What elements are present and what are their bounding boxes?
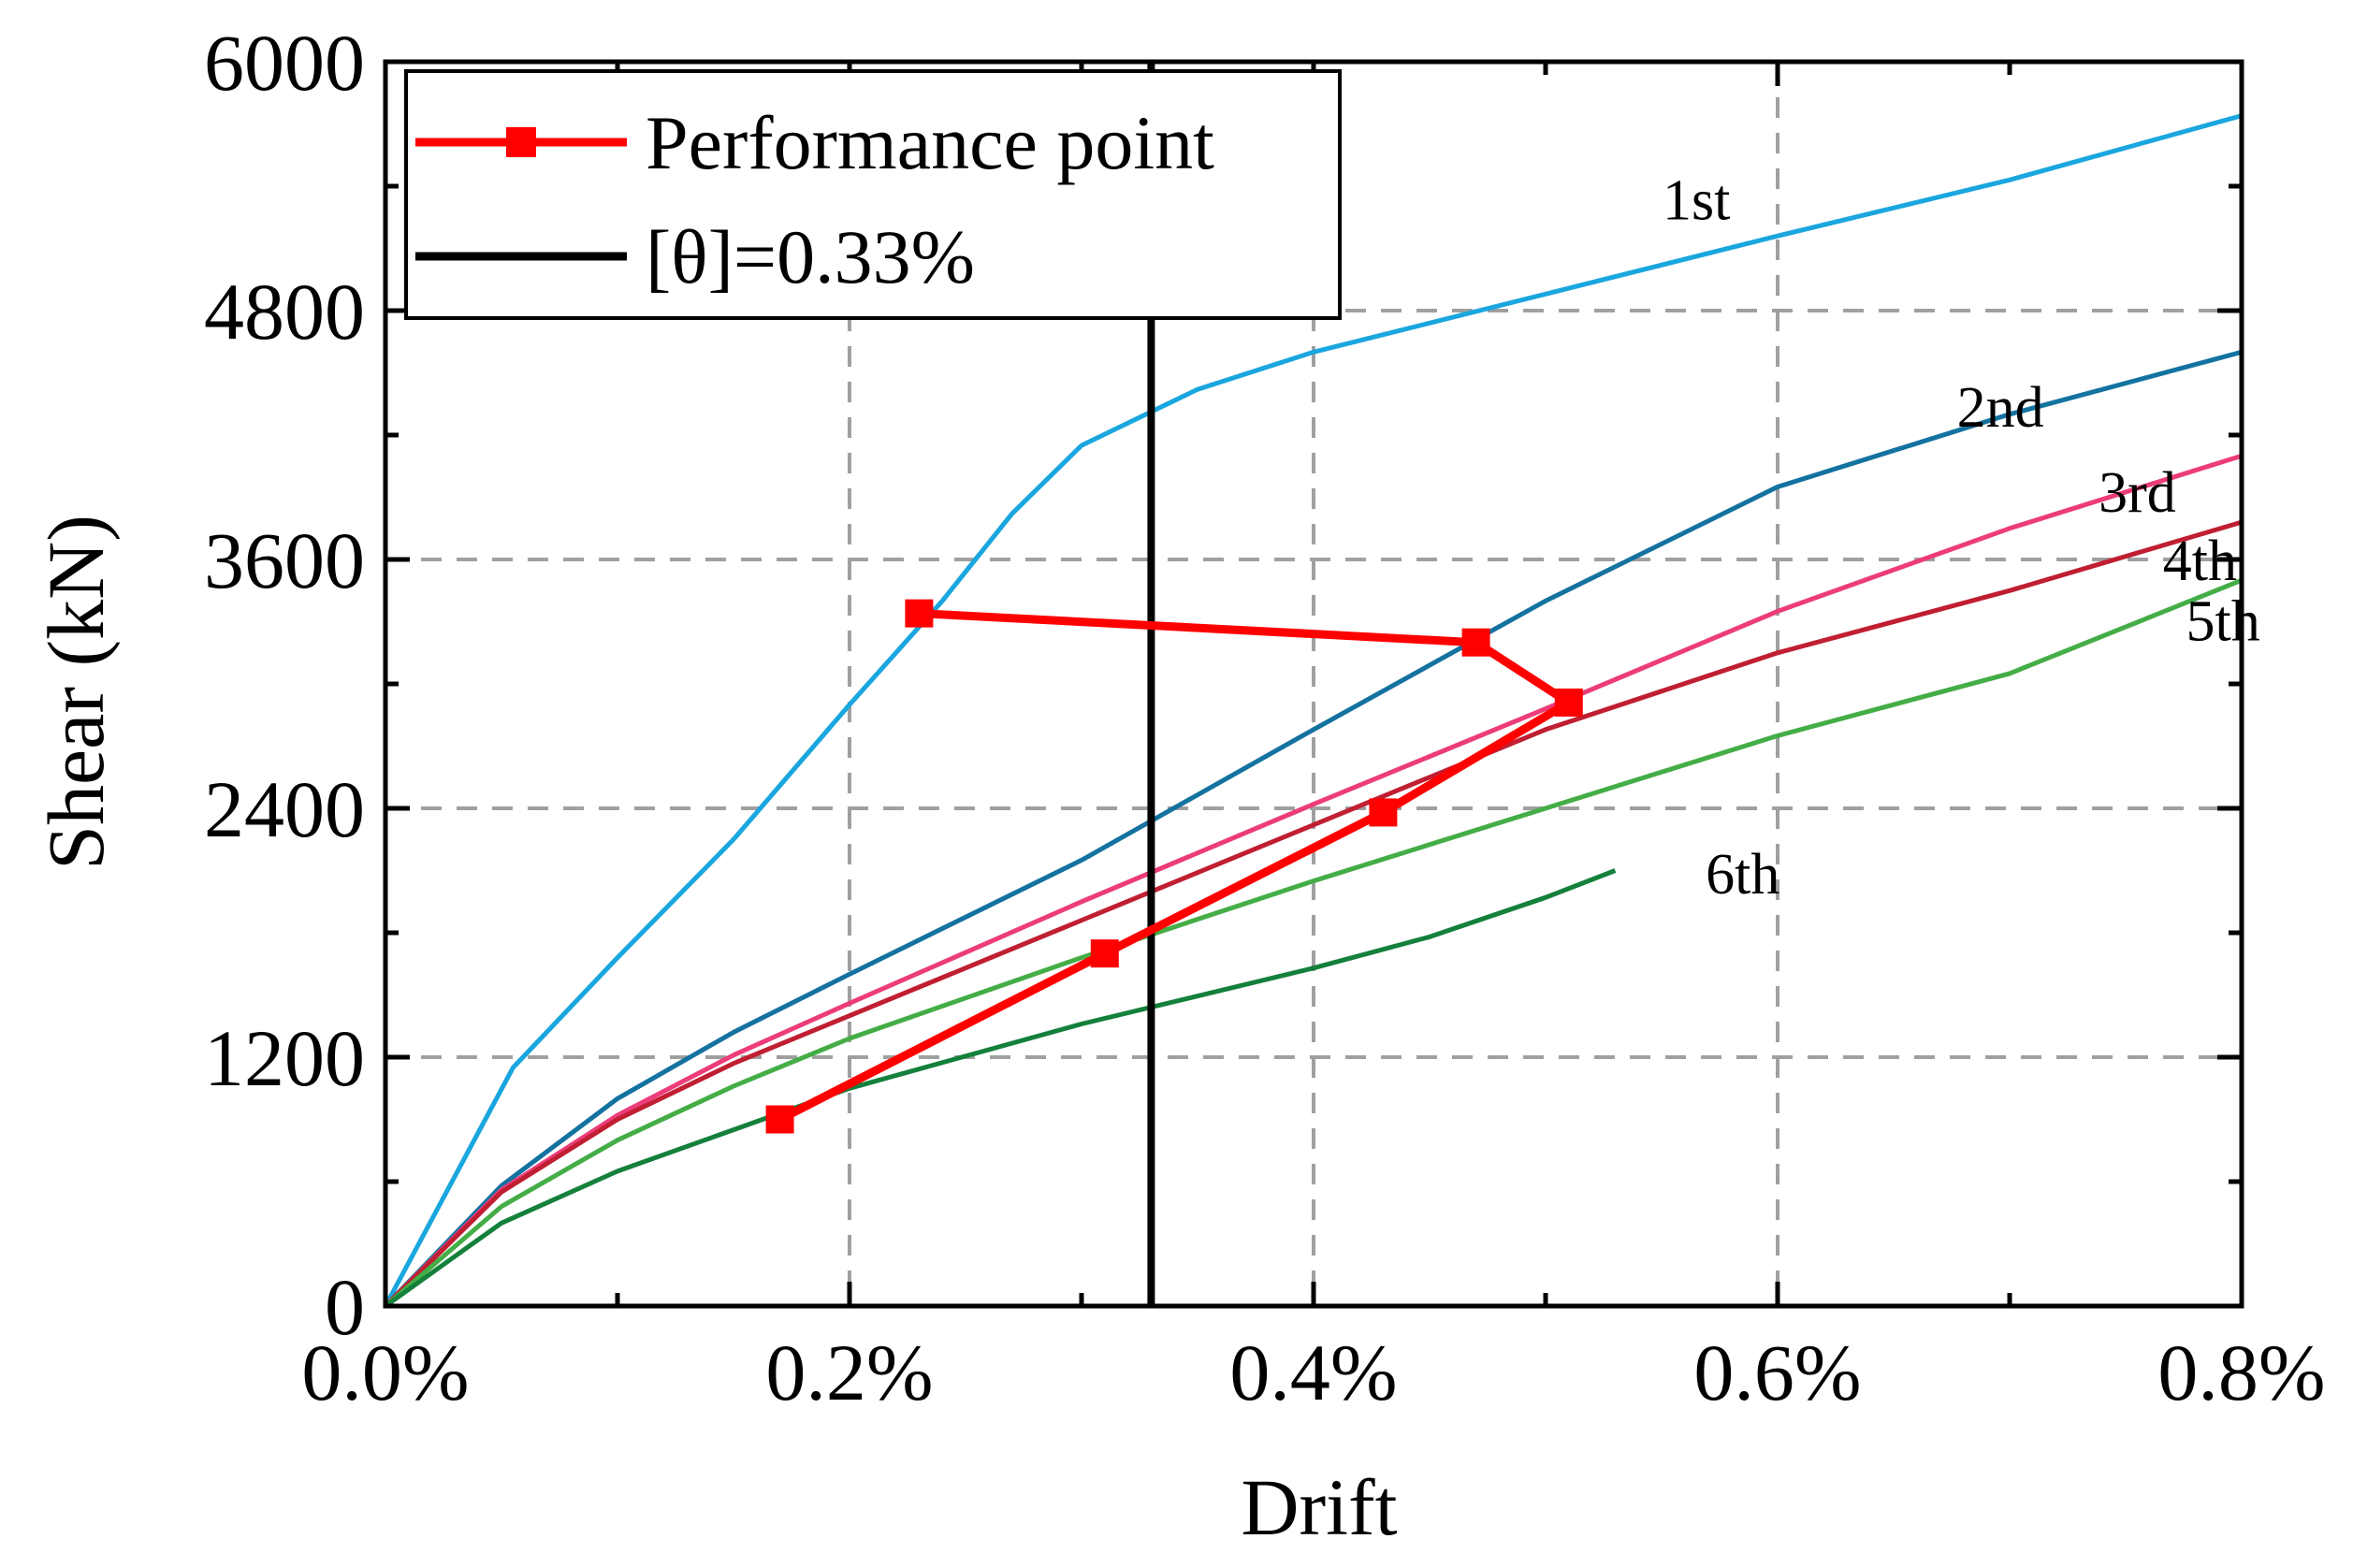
performance-point-group	[765, 599, 1583, 1134]
x-axis-title: Drift	[1241, 1462, 1397, 1552]
x-tick-label: 0.6%	[1693, 1328, 1861, 1417]
series-line-2nd	[384, 349, 2243, 1308]
curve-label-3rd: 3rd	[2099, 461, 2176, 525]
legend-box	[404, 69, 1342, 320]
x-tick-label: 0.8%	[2157, 1328, 2325, 1417]
axis-ticks: 0.0% 0.2% 0.4% 0.6% 0.8% 0 1200 2400 3600 4800 600…	[204, 18, 2326, 1417]
performance-point-marker	[765, 1105, 794, 1134]
performance-point-marker	[1090, 939, 1119, 968]
legend-performance-label: Performance point	[646, 100, 1214, 185]
performance-point-marker	[1461, 628, 1490, 657]
performance-line	[777, 609, 1574, 1124]
x-tick-label: 0.2%	[765, 1328, 933, 1417]
performance-point-marker	[905, 599, 934, 628]
y-tick-label: 4800	[204, 267, 365, 356]
x-tick-label: 0.4%	[1229, 1328, 1397, 1417]
curve-label-6th: 6th	[1706, 843, 1779, 907]
series-line-4th	[384, 519, 2243, 1308]
y-tick-label: 3600	[204, 515, 365, 605]
legend: Performance point [θ]=0.33%	[404, 69, 1342, 320]
y-tick-label: 2400	[204, 764, 365, 854]
curve-label-1st: 1st	[1663, 168, 1730, 232]
series-group	[383, 113, 2243, 1309]
series-line-6th	[384, 868, 1617, 1309]
y-axis-title: Shear (kN)	[31, 515, 121, 870]
grid	[385, 62, 2242, 1306]
x-tick-label: 0.0%	[301, 1328, 469, 1417]
legend-performance-marker	[506, 127, 536, 157]
performance-point-marker	[1554, 688, 1583, 717]
curve-label-4th: 4th	[2163, 530, 2237, 593]
curve-label-2nd: 2nd	[1957, 376, 2044, 440]
series-line-5th	[384, 577, 2243, 1308]
series-line-3rd	[384, 453, 2243, 1308]
y-tick-label: 1200	[204, 1013, 365, 1103]
legend-limit-label: [θ]=0.33%	[646, 214, 975, 299]
series-line-1st	[383, 113, 2243, 1308]
performance-point-marker	[1369, 798, 1398, 827]
curve-label-5th: 5th	[2186, 589, 2260, 653]
y-tick-label: 6000	[204, 18, 365, 108]
y-tick-label: 0	[325, 1262, 365, 1352]
